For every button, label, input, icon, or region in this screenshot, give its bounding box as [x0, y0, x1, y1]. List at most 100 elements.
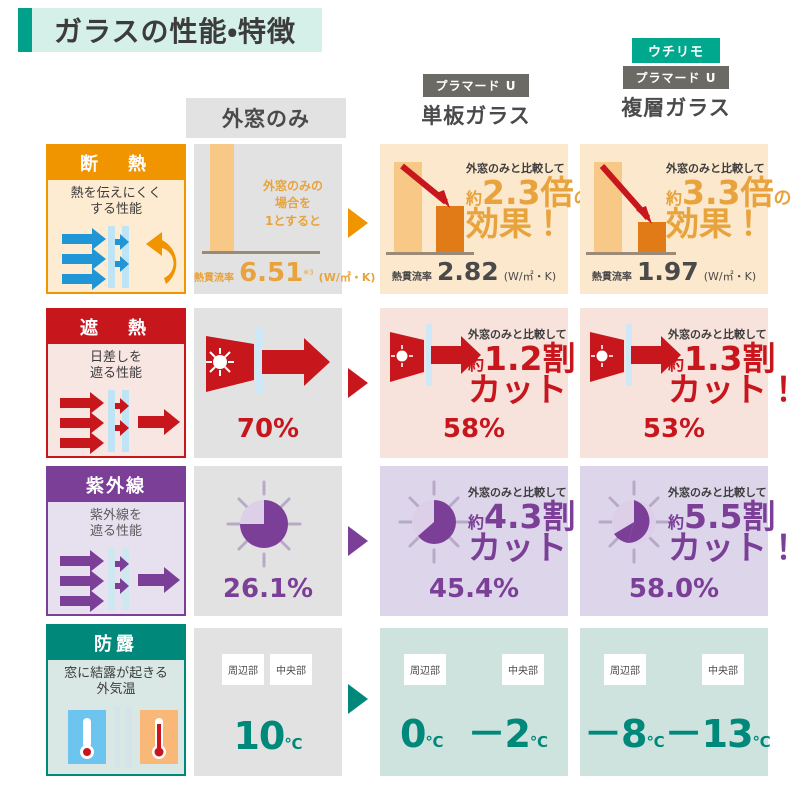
cell-insulation-double: 外窓のみと比較して 約3.3倍の 効果！ 熱貫流率 1.97 (W/㎡・K): [580, 144, 792, 294]
effect-shading-single: 外窓のみと比較して 約1.2割 カット！: [468, 326, 600, 410]
effect-line-2: カット！: [468, 528, 600, 568]
row-label-insulation: 断 熱 熱を伝えにくく する性能: [46, 144, 186, 294]
note-insulation-outer: 外窓のみの 場合を 1とすると: [262, 179, 323, 228]
effect-line-1: 約3.3倍の: [666, 173, 792, 212]
sun-pie-icon: [598, 480, 670, 564]
value-uv-outer: 26.1%: [222, 574, 314, 604]
metric-unit: (W/㎡・K): [703, 270, 757, 283]
arrow-triangle-insulation: [348, 208, 368, 238]
column-header-single: プラマード U 単板ガラス: [378, 74, 574, 130]
cell-condensation-single: 周辺部 中央部 0℃ －2℃: [380, 628, 568, 776]
effect-line-2: 効果！: [466, 204, 565, 244]
effect-shading-double: 外窓のみと比較して 約1.3割 カット！: [668, 326, 800, 410]
temp-center: －13: [664, 712, 754, 756]
value-condensation-outer: 10℃: [194, 714, 342, 758]
thermometers-icon: [56, 702, 178, 775]
row-label-uv-desc: 紫外線を 遮る性能: [89, 508, 142, 540]
compare-label: 外窓のみと比較して: [666, 162, 765, 175]
cell-uv-single: 外窓のみと比較して 約4.3割 カット！ 45.4%: [380, 466, 600, 616]
column-header-double: ウチリモ プラマード U 複層ガラス: [578, 38, 774, 122]
sun-arrow-icon: [206, 328, 330, 394]
column-header-outer: 外窓のみ: [186, 98, 346, 138]
column-header-double-label: 複層ガラス: [621, 96, 731, 120]
effect-insulation-double: 外窓のみと比較して 約3.3倍の 効果！: [666, 160, 792, 244]
sun-arrow-icon: [590, 324, 681, 386]
value-shading-outer: 70%: [236, 414, 300, 444]
column-header-outer-label: 外窓のみ: [186, 98, 346, 138]
row-label-uv-title: 紫外線: [48, 468, 184, 502]
chips-condensation-single: 周辺部 中央部: [404, 654, 544, 685]
chip-center: 中央部: [502, 654, 544, 685]
chip-center: 中央部: [702, 654, 744, 685]
effect-line-2: カット！: [668, 370, 800, 410]
sun-arrow-icon: [390, 324, 481, 386]
cell-shading-outer: 70%: [194, 308, 342, 458]
badge-uchirimo: ウチリモ: [631, 38, 720, 63]
bar-insulation-outer: [210, 144, 234, 252]
effect-line-1: 約4.3割: [468, 497, 576, 536]
chips-condensation-double: 周辺部 中央部: [604, 654, 744, 685]
chips-condensation-outer: 周辺部 中央部: [222, 654, 312, 685]
metric-label: 熱貫流率: [391, 272, 432, 283]
value-insulation-single: 熱貫流率 2.82 (W/㎡・K): [380, 257, 568, 286]
row-label-shading-desc: 日差しを 遮る性能: [89, 350, 142, 382]
effect-uv-single: 外窓のみと比較して 約4.3割 カット！: [468, 484, 600, 568]
metric-unit: (W/㎡・K): [318, 271, 376, 284]
cell-insulation-outer: 外窓のみの 場合を 1とすると 熱貫流率 6.51※3 (W/㎡・K): [194, 144, 375, 294]
row-label-condensation: 防露 窓に結露が起きる 外気温: [46, 624, 186, 776]
value-uv-double: 58.0%: [628, 574, 720, 604]
row-label-uv: 紫外線 紫外線を 遮る性能: [46, 466, 186, 616]
metric-value: 1.97: [636, 257, 699, 286]
row-label-insulation-desc: 熱を伝えにくく する性能: [70, 186, 162, 218]
chip-peripheral: 周辺部: [404, 654, 446, 685]
temp-peripheral: 0: [399, 712, 426, 756]
temp-center-unit: ℃: [752, 733, 771, 751]
heat-arrows-icon: [56, 222, 177, 293]
arrow-triangle-uv: [348, 526, 368, 556]
value-condensation-double: －8℃ －13℃: [584, 703, 771, 758]
compare-label: 外窓のみと比較して: [468, 486, 567, 499]
cell-condensation-double: 周辺部 中央部 －8℃ －13℃: [580, 628, 771, 776]
effect-line-2: 効果！: [666, 204, 765, 244]
metric-value-sup: ※3: [303, 268, 314, 277]
effect-insulation-single: 外窓のみと比較して 約2.3倍の 効果！: [466, 160, 591, 244]
metric-value: 6.51: [239, 258, 304, 288]
temp-center-unit: ℃: [529, 733, 549, 751]
row-label-condensation-title: 防露: [48, 626, 184, 660]
uv-arrows-icon: [56, 544, 180, 615]
value-shading-double: 53%: [642, 414, 706, 444]
bar-baseline: [202, 251, 320, 254]
metric-label: 熱貫流率: [591, 272, 632, 283]
cell-condensation-outer: 周辺部 中央部 10℃: [194, 628, 342, 776]
temp-peripheral-unit: ℃: [284, 735, 303, 753]
effect-line-1: 約1.2割: [468, 339, 576, 378]
value-shading-single: 58%: [442, 414, 506, 444]
row-label-insulation-title: 断 熱: [48, 146, 184, 180]
temp-peripheral: 10: [233, 714, 285, 758]
badge-plamado-single: プラマード U: [422, 74, 530, 97]
value-condensation-single: 0℃ －2℃: [388, 703, 560, 758]
temp-peripheral-unit: ℃: [646, 733, 665, 751]
row-label-shading-title: 遮 熱: [48, 310, 184, 344]
column-header-single-label: 単板ガラス: [421, 104, 531, 128]
row-label-shading: 遮 熱 日差しを 遮る性能: [46, 308, 186, 458]
title-accent-bar: [18, 8, 32, 52]
metric-value: 2.82: [436, 257, 499, 286]
temp-peripheral: －8: [584, 712, 647, 756]
sun-pie-icon: [398, 480, 470, 564]
compare-label: 外窓のみと比較して: [668, 328, 767, 341]
badge-plamado-double: プラマード U: [622, 66, 730, 89]
effect-line-2: カット！: [468, 370, 600, 410]
bar-chart-insulation-double: [586, 162, 676, 255]
arrow-triangle-condensation: [348, 684, 368, 714]
cell-shading-single: 外窓のみと比較して 約1.2割 カット！ 58%: [380, 308, 600, 458]
effect-line-1: 約5.5割: [668, 497, 776, 536]
cell-uv-double: 外窓のみと比較して 約5.5割 カット！ 58.0%: [580, 466, 800, 616]
sun-arrows-icon: [56, 386, 180, 457]
effect-uv-double: 外窓のみと比較して 約5.5割 カット！: [668, 484, 800, 565]
bar-chart-insulation-single: [386, 162, 474, 255]
sun-pie-icon: [226, 480, 302, 568]
title-band: ガラスの性能・特徴: [32, 8, 322, 52]
chip-peripheral: 周辺部: [222, 654, 264, 685]
